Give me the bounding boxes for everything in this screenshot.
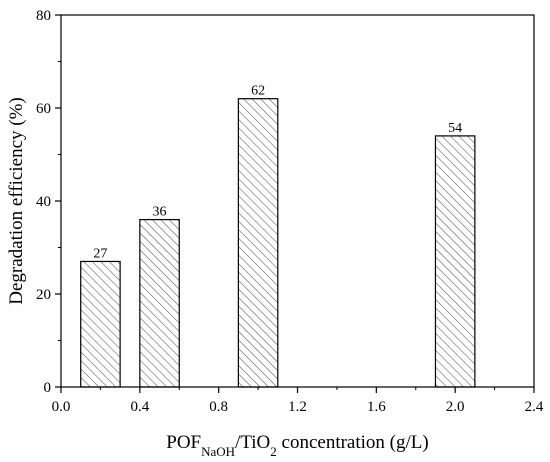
x-tick-label-5: 2.0 [446, 399, 465, 415]
x-tick-label-3: 1.2 [288, 399, 307, 415]
data-label-1: 36 [153, 205, 167, 220]
y-axis-title: Degradation efficiency (%) [6, 97, 27, 305]
y-tick-label-0: 0 [44, 380, 52, 396]
x-tick-label-1: 0.4 [130, 399, 149, 415]
data-label-2: 62 [251, 84, 265, 99]
x-axis-title-sub1: NaOH [201, 444, 235, 459]
x-tick-label-0: 0.0 [52, 399, 71, 415]
x-axis-title-part1: POF [166, 432, 201, 453]
y-tick-label-2: 40 [36, 194, 51, 210]
data-label-3: 54 [448, 121, 462, 136]
bar-0 [80, 260, 121, 388]
x-axis-title-part2: /TiO [235, 432, 270, 453]
tick-labels: 0.0 0.4 0.8 1.2 1.6 2.0 2.4 0 20 40 60 80 [36, 8, 544, 415]
data-label-0: 27 [93, 246, 107, 261]
x-axis-title: POFNaOH/TiO2 concentration (g/L) [166, 432, 428, 459]
x-axis-title-sub2: 2 [270, 444, 277, 459]
data-labels: 27 36 62 54 [93, 84, 462, 262]
x-tick-label-4: 1.6 [367, 399, 386, 415]
ticks [55, 14, 535, 393]
x-tick-label-6: 2.4 [525, 399, 544, 415]
y-tick-label-4: 80 [36, 8, 51, 24]
bar-1 [139, 219, 180, 388]
x-tick-label-2: 0.8 [209, 399, 228, 415]
bar-3 [434, 135, 476, 388]
bars [80, 98, 476, 388]
x-axis-title-part3: concentration (g/L) [277, 432, 429, 453]
y-tick-label-1: 20 [36, 287, 51, 303]
bar-2 [237, 98, 279, 388]
y-tick-label-3: 60 [36, 101, 51, 117]
